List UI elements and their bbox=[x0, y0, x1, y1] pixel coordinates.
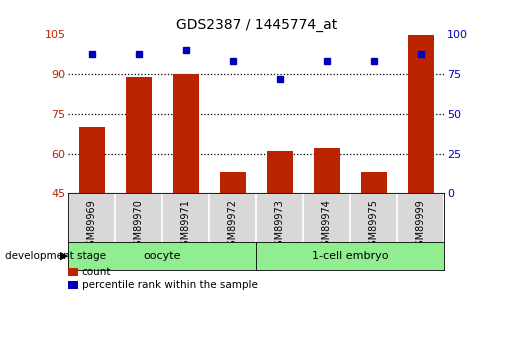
Text: 1-cell embryo: 1-cell embryo bbox=[312, 251, 388, 260]
Legend: count, percentile rank within the sample: count, percentile rank within the sample bbox=[68, 267, 258, 290]
Bar bbox=[220, 172, 246, 193]
Title: GDS2387 / 1445774_at: GDS2387 / 1445774_at bbox=[176, 18, 337, 32]
Bar bbox=[126, 77, 152, 193]
Bar bbox=[79, 127, 105, 193]
Text: development stage: development stage bbox=[5, 251, 106, 260]
Bar bbox=[361, 172, 387, 193]
Bar bbox=[267, 151, 293, 193]
Text: GSM89999: GSM89999 bbox=[416, 199, 426, 252]
Text: GSM89971: GSM89971 bbox=[181, 199, 191, 252]
Text: oocyte: oocyte bbox=[143, 251, 181, 260]
Text: GSM89974: GSM89974 bbox=[322, 199, 332, 252]
Text: GSM89975: GSM89975 bbox=[369, 199, 379, 252]
Text: GSM89973: GSM89973 bbox=[275, 199, 285, 252]
Text: GSM89969: GSM89969 bbox=[87, 199, 96, 252]
Bar bbox=[314, 148, 340, 193]
Text: GSM89972: GSM89972 bbox=[228, 199, 238, 252]
Text: GSM89970: GSM89970 bbox=[134, 199, 144, 252]
Text: ▶: ▶ bbox=[60, 251, 68, 260]
Bar bbox=[173, 74, 198, 193]
Bar bbox=[408, 34, 434, 193]
